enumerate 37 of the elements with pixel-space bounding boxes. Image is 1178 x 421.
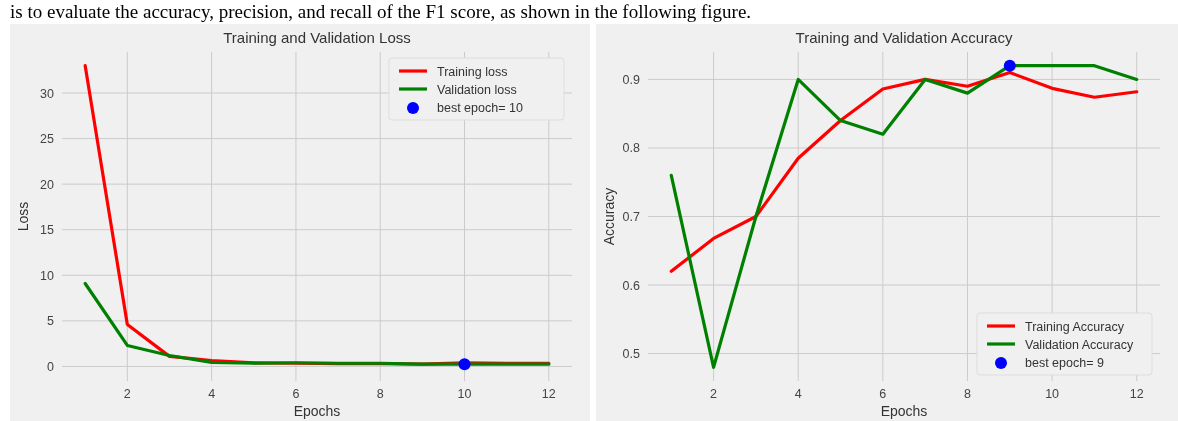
y-tick-label: 15 [40,223,55,238]
y-tick-label: 0.8 [622,141,641,156]
legend-label: Training loss [437,64,508,79]
y-axis-title: Accuracy [601,187,617,246]
x-tick-label: 10 [1045,387,1060,401]
legend-label: Training Accuracy [1025,319,1125,334]
x-tick-label: 4 [208,387,216,401]
y-tick-label: 20 [40,177,55,192]
y-tick-label: 0.5 [622,347,641,362]
y-tick-label: 30 [40,86,55,101]
x-tick-label: 8 [376,387,384,401]
y-tick-label: 0.7 [622,210,641,224]
y-tick-label: 5 [47,314,55,329]
y-tick-label: 10 [40,268,55,283]
legend-label: Validation loss [437,82,517,97]
chart-title: Training and Validation Loss [223,29,411,46]
x-tick-label: 6 [292,387,300,401]
y-axis-title: Loss [15,201,31,232]
y-tick-label: 25 [40,132,55,147]
chart-title: Training and Validation Accuracy [795,29,1013,46]
y-tick-label: 0.6 [622,278,641,293]
x-axis-title: Epochs [880,403,928,419]
legend-label: Validation Accuracy [1025,337,1134,352]
legend-label: best epoch= 10 [437,100,523,115]
x-tick-label: 4 [794,387,802,401]
x-axis-title: Epochs [293,403,341,419]
y-tick-label: 0 [47,359,55,374]
x-tick-label: 6 [879,387,887,401]
x-tick-label: 2 [123,387,131,401]
x-tick-label: 12 [1129,387,1144,401]
x-tick-label: 10 [457,387,472,401]
text: is to evaluate the accuracy, precision, and recall of the F1 score, as shown in the following figure. [10,1,752,22]
x-tick-label: 12 [541,387,556,401]
x-tick-label: 8 [963,387,971,401]
x-tick-label: 2 [710,387,718,401]
legend-label: best epoch= 9 [1025,355,1104,370]
y-tick-label: 0.9 [622,72,641,87]
